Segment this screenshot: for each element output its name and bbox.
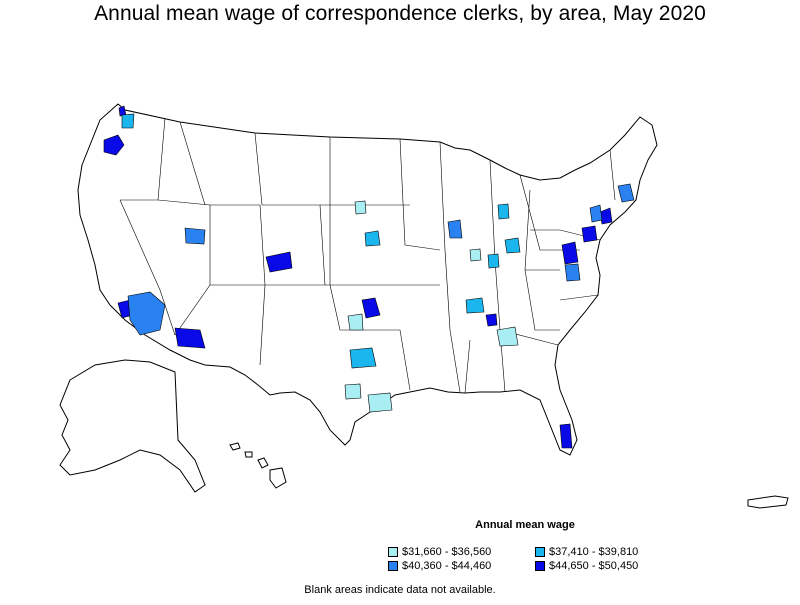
area-boston-ma [617, 183, 635, 203]
area-phoenix-az [174, 327, 206, 349]
hawaii-outline [229, 442, 287, 489]
area-tulsa-ok [347, 313, 364, 331]
legend-swatch [388, 561, 398, 571]
area-washington-dc [561, 241, 579, 265]
area-richmond-va [564, 263, 581, 282]
area-charlotte-nc [496, 326, 519, 347]
area-chicago-il [447, 219, 463, 239]
area-portland-or [103, 134, 125, 156]
area-olympia-wa [121, 113, 135, 129]
legend-label: $31,660 - $36,560 [402, 546, 492, 558]
area-sioux-falls-sd [354, 200, 367, 215]
legend-item-1: $31,660 - $36,560 [388, 546, 491, 558]
legend-item-4: $44,650 - $50,450 [535, 560, 638, 572]
area-oklahoma-city [361, 297, 381, 319]
legend-swatch [535, 561, 545, 571]
legend-label: $44,650 - $50,450 [549, 560, 639, 572]
legend-title: Annual mean wage [475, 519, 575, 531]
legend-label: $37,410 - $39,810 [549, 546, 639, 558]
area-indianapolis-in [487, 253, 500, 269]
area-houston-tx [367, 392, 393, 413]
area-omaha-ne [364, 230, 381, 247]
alaska-outline [59, 359, 206, 493]
legend-label: $40,360 - $44,460 [402, 560, 492, 572]
area-columbus-oh [504, 237, 521, 254]
area-springfield-il [469, 248, 482, 262]
area-southern-ca [127, 291, 166, 336]
legend-swatch [388, 547, 398, 557]
area-detroit-mi [497, 203, 510, 220]
area-nashville-tn [465, 297, 485, 314]
legend-item-2: $37,410 - $39,810 [535, 546, 638, 558]
area-austin-tx [344, 383, 362, 400]
contiguous-us-outline [77, 103, 658, 456]
area-denver-co [265, 251, 293, 273]
map-title: Annual mean wage of correspondence clerk… [94, 2, 706, 25]
footnote: Blank areas indicate data not available. [304, 584, 496, 596]
area-dallas-tx [349, 347, 377, 369]
puerto-rico-outline [747, 495, 789, 509]
legend-swatch [535, 547, 545, 557]
area-atlanta-ga [485, 313, 498, 327]
area-new-jersey [589, 204, 603, 223]
legend-item-3: $40,360 - $44,460 [388, 560, 491, 572]
wage-areas [103, 105, 635, 449]
area-miami-fl [559, 423, 573, 449]
area-boise-id [184, 227, 206, 245]
area-philadelphia-pa [581, 225, 598, 243]
